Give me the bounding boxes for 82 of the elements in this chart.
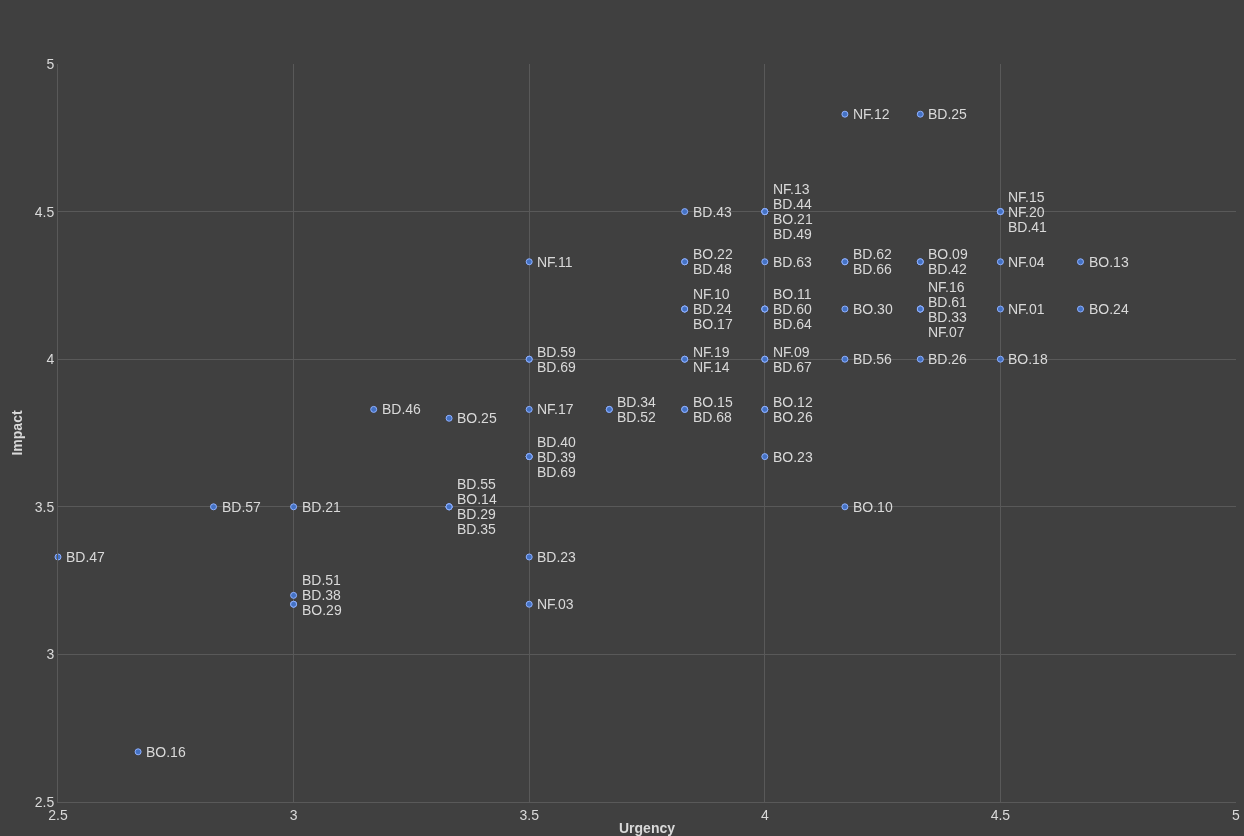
data-label: BO.25: [457, 410, 497, 426]
data-label: BD.69: [537, 464, 577, 480]
data-label: BO.13: [1089, 254, 1129, 270]
data-label: BD.42: [928, 261, 968, 277]
data-label: NF.09: [773, 344, 810, 360]
y-tick-label: 4.5: [34, 203, 55, 220]
data-label: BD.29: [457, 506, 497, 522]
data-label: BD.69: [537, 359, 577, 375]
data-label: BO.16: [146, 744, 186, 760]
data-label: NF.16: [928, 279, 965, 295]
data-label: BO.22: [693, 246, 733, 262]
data-label: BO.15: [693, 394, 733, 410]
x-axis-title: Urgency: [618, 820, 676, 836]
data-label: BD.68: [693, 409, 733, 425]
data-label: BO.11: [773, 286, 812, 302]
data-label: BO.18: [1008, 351, 1048, 367]
data-label: BD.39: [537, 449, 577, 465]
data-label: BD.26: [928, 351, 968, 367]
data-label: BD.38: [302, 587, 342, 603]
data-label: BD.24: [693, 301, 733, 317]
data-label: NF.03: [537, 596, 574, 612]
data-label: BD.34: [617, 394, 657, 410]
data-label: NF.10: [693, 286, 730, 302]
x-tick-label: 3.5: [519, 806, 540, 823]
data-label: BD.55: [457, 476, 497, 492]
data-label: BO.26: [773, 409, 813, 425]
data-label: BO.29: [302, 602, 342, 618]
data-label: NF.17: [537, 401, 574, 417]
data-label: NF.15: [1008, 189, 1045, 205]
data-label: BD.64: [773, 316, 813, 332]
data-label: BO.23: [773, 449, 813, 465]
data-label: BD.40: [537, 434, 577, 450]
data-label: BD.47: [66, 549, 106, 565]
data-label: NF.04: [1008, 254, 1045, 270]
y-tick-label: 3: [46, 646, 55, 663]
data-label: BD.52: [617, 409, 657, 425]
data-label: NF.14: [693, 359, 730, 375]
data-label: BD.43: [693, 204, 733, 220]
data-label: BD.33: [928, 309, 968, 325]
data-label: BD.57: [222, 499, 262, 515]
data-label: BO.12: [773, 394, 813, 410]
data-label: BD.59: [537, 344, 577, 360]
data-label: BO.09: [928, 246, 968, 262]
y-tick-label: 3.5: [34, 498, 55, 515]
y-axis-title: Impact: [9, 410, 26, 456]
data-label: BD.41: [1008, 219, 1048, 235]
x-tick-label: 4: [760, 806, 769, 823]
data-label: BD.46: [382, 401, 422, 417]
data-label: BO.21: [773, 211, 813, 227]
data-label: BO.14: [457, 491, 497, 507]
data-label: BD.67: [773, 359, 813, 375]
data-label: BD.63: [773, 254, 813, 270]
data-label: BD.48: [693, 261, 733, 277]
data-label: BD.62: [853, 246, 893, 262]
y-tick-label: 2.5: [34, 793, 55, 810]
data-label: BD.51: [302, 572, 342, 588]
x-tick-label: 3: [289, 806, 298, 823]
data-label: BD.66: [853, 261, 893, 277]
data-label: NF.12: [853, 106, 890, 122]
data-label: BD.35: [457, 521, 497, 537]
y-tick-label: 4: [46, 351, 55, 368]
data-label: NF.01: [1008, 301, 1045, 317]
data-label: BD.56: [853, 351, 893, 367]
x-tick-label: 5: [1232, 806, 1241, 823]
data-label: NF.20: [1008, 204, 1045, 220]
data-label: NF.13: [773, 181, 810, 197]
data-label: BD.61: [928, 294, 968, 310]
data-label: BD.49: [773, 226, 813, 242]
data-label: NF.11: [537, 254, 573, 270]
data-label: BD.44: [773, 196, 813, 212]
data-label: BO.17: [693, 316, 733, 332]
y-tick-label: 5: [46, 55, 55, 72]
x-tick-label: 4.5: [990, 806, 1011, 823]
data-label: BD.23: [537, 549, 577, 565]
data-label: NF.07: [928, 324, 965, 340]
data-label: BD.21: [302, 499, 342, 515]
data-label: BD.60: [773, 301, 813, 317]
data-label: BO.10: [853, 499, 893, 515]
data-label: BO.24: [1089, 301, 1129, 317]
data-label: NF.19: [693, 344, 730, 360]
data-label: BO.30: [853, 301, 893, 317]
data-label: BD.25: [928, 106, 968, 122]
